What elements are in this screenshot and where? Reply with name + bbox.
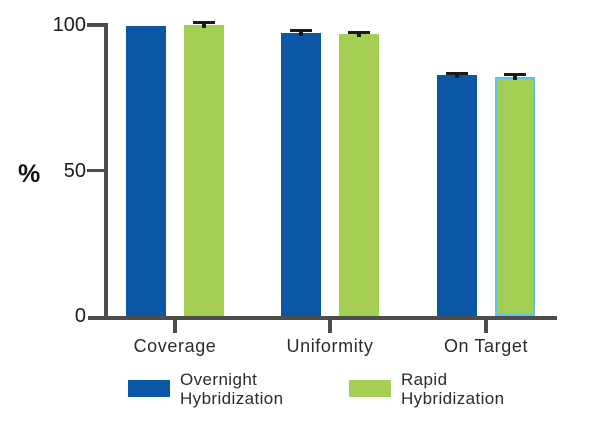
legend-label-line: Hybridization xyxy=(180,389,284,408)
category-label-on-target: On Target xyxy=(443,336,529,356)
category-label-uniformity: Uniformity xyxy=(286,336,374,356)
category-label-coverage: Coverage xyxy=(133,336,217,356)
error-bar-on-target-rapid-hybridization xyxy=(504,72,526,76)
x-tick-coverage xyxy=(173,320,177,333)
legend-label-overnight-hybridization: Overnight Hybridization xyxy=(180,370,283,408)
bar-on-target-overnight-hybridization xyxy=(437,75,477,316)
legend-swatch-overnight-hybridization xyxy=(128,380,170,397)
error-whisker-uniformity-overnight-hybridization xyxy=(299,30,303,36)
error-bar-coverage-rapid-hybridization xyxy=(193,20,215,24)
bar-uniformity-overnight-hybridization xyxy=(281,32,321,316)
y-axis-unit-label: % xyxy=(18,160,41,188)
error-whisker-uniformity-rapid-hybridization xyxy=(357,32,361,38)
legend-label-rapid-hybridization: Rapid Hybridization xyxy=(401,370,504,408)
legend-label-line: Rapid xyxy=(401,370,448,389)
legend-item-overnight-hybridization: Overnight Hybridization xyxy=(128,370,283,408)
y-tick-50 xyxy=(87,168,108,172)
bar-uniformity-rapid-hybridization xyxy=(339,34,379,316)
error-bar-uniformity-overnight-hybridization xyxy=(290,29,312,33)
y-tick-label-50: 50 xyxy=(63,159,86,182)
bar-coverage-rapid-hybridization xyxy=(184,25,224,316)
error-bar-on-target-overnight-hybridization xyxy=(446,71,468,75)
y-tick-100 xyxy=(87,23,108,27)
bar-coverage-overnight-hybridization xyxy=(126,25,166,316)
error-whisker-on-target-rapid-hybridization xyxy=(513,74,517,81)
legend-label-line: Hybridization xyxy=(401,389,505,408)
error-whisker-on-target-overnight-hybridization xyxy=(455,73,459,79)
x-axis-line xyxy=(88,316,557,320)
y-axis-line xyxy=(104,24,108,320)
x-tick-on-target xyxy=(484,320,488,333)
x-tick-uniformity xyxy=(328,320,332,333)
legend-swatch-rapid-hybridization xyxy=(349,380,391,397)
error-whisker-coverage-rapid-hybridization xyxy=(202,22,206,29)
error-bar-uniformity-rapid-hybridization xyxy=(348,30,370,34)
legend-item-rapid-hybridization: Rapid Hybridization xyxy=(349,370,504,408)
legend-label-line: Overnight xyxy=(180,370,258,389)
y-tick-label-100: 100 xyxy=(52,14,86,36)
y-tick-label-0: 0 xyxy=(74,305,86,327)
bar-on-target-rapid-hybridization xyxy=(495,77,535,316)
